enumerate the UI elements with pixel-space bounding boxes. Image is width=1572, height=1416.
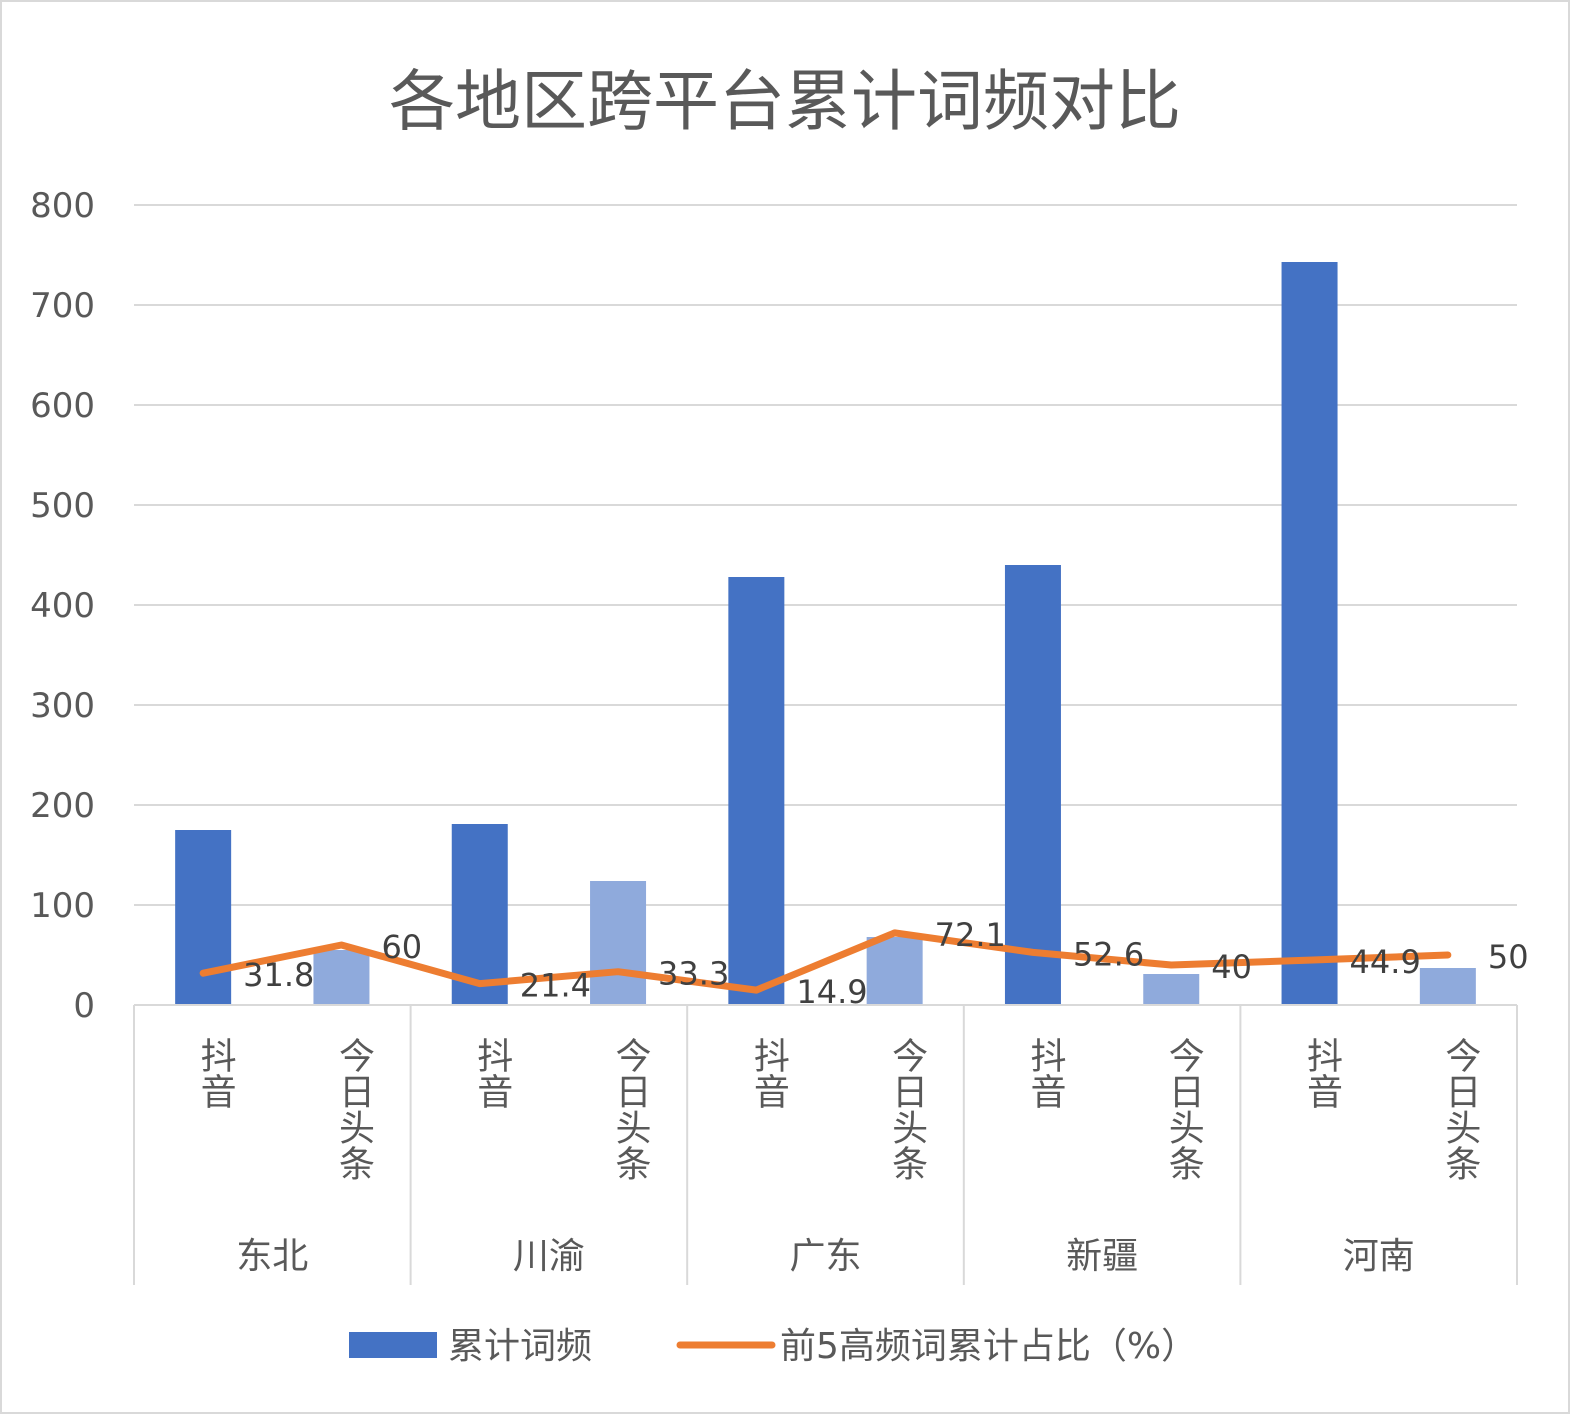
y-tick-label: 300: [30, 686, 95, 726]
category-label: 抖音: [748, 1037, 789, 1109]
line-point: [1029, 949, 1036, 956]
line-point: [615, 968, 622, 975]
group-label: 广东: [789, 1236, 861, 1277]
group-label: 河南: [1343, 1236, 1415, 1277]
data-label: 14.9: [796, 973, 867, 1011]
y-tick-label: 100: [30, 886, 95, 926]
bar: [313, 950, 370, 1005]
data-label: 33.3: [658, 955, 729, 993]
bar: [175, 830, 232, 1005]
legend-label-line: 前5高频词累计占比（%）: [780, 1326, 1197, 1367]
legend: 累计词频 前5高频词累计占比（%）: [349, 1326, 1197, 1367]
y-tick-label: 0: [73, 986, 95, 1026]
group-label: 川渝: [513, 1236, 585, 1277]
data-label: 72.1: [935, 916, 1006, 954]
category-label: 今日头条: [1439, 1037, 1480, 1181]
group-label: 东北: [236, 1236, 308, 1277]
category-label: 今日头条: [333, 1037, 374, 1181]
data-label: 52.6: [1073, 935, 1144, 973]
bar: [1143, 974, 1200, 1005]
bar: [1419, 968, 1476, 1005]
chart-title: 各地区跨平台累计词频对比: [389, 63, 1181, 140]
line-point: [1306, 957, 1313, 964]
y-tick-label: 700: [30, 286, 95, 326]
line-point: [200, 970, 207, 977]
data-label: 40: [1211, 948, 1252, 986]
bar: [728, 577, 785, 1005]
legend-label-bar: 累计词频: [448, 1326, 592, 1367]
line-point: [338, 942, 345, 948]
y-tick-label: 400: [30, 586, 95, 626]
line-point: [1444, 952, 1451, 958]
data-label: 60: [381, 928, 422, 966]
category-label: 抖音: [195, 1037, 236, 1109]
bar: [866, 937, 923, 1005]
data-label: 50: [1488, 938, 1529, 976]
y-tick-label: 800: [30, 186, 95, 226]
category-label: 今日头条: [610, 1037, 651, 1181]
bar: [1281, 262, 1338, 1005]
bar: [590, 881, 647, 1005]
category-label: 今日头条: [1163, 1037, 1204, 1181]
category-label: 抖音: [471, 1037, 512, 1109]
line-point: [476, 980, 483, 987]
line-point: [891, 929, 898, 936]
category-label: 今日头条: [886, 1037, 927, 1181]
category-label: 抖音: [1024, 1037, 1065, 1109]
y-tick-label: 500: [30, 486, 95, 526]
data-label: 31.8: [243, 956, 314, 994]
group-label: 新疆: [1066, 1236, 1138, 1277]
line-point: [753, 987, 760, 994]
bar: [1004, 565, 1061, 1005]
category-label: 抖音: [1301, 1037, 1342, 1109]
y-tick-label: 200: [30, 786, 95, 826]
y-tick-label: 600: [30, 386, 95, 426]
line-point: [1168, 962, 1175, 968]
data-label: 21.4: [520, 967, 591, 1005]
data-label: 44.9: [1350, 943, 1421, 981]
line-series: [199, 929, 1452, 994]
legend-swatch-bar: [349, 1332, 437, 1358]
